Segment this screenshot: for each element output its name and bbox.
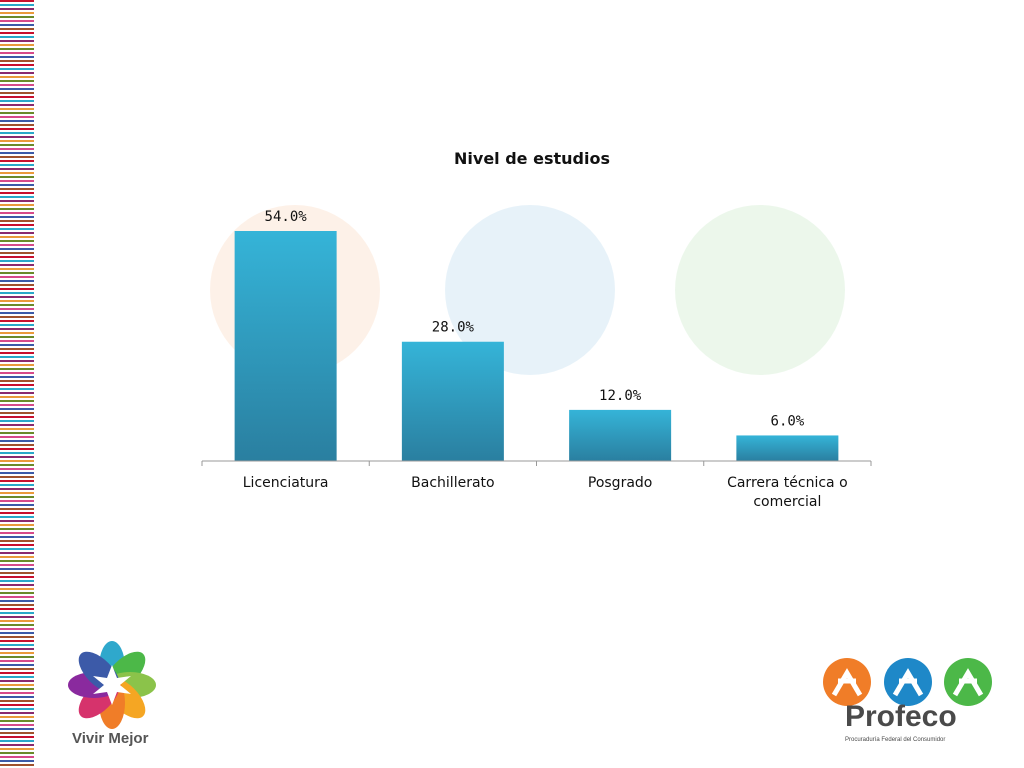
category-label: Posgrado <box>588 475 652 491</box>
category-label: Bachillerato <box>411 475 494 491</box>
chart-title: Nivel de estudios <box>454 149 610 168</box>
profeco-name: Profeco <box>845 700 957 733</box>
bars-layer <box>234 231 839 461</box>
bar-posgrado <box>569 409 672 461</box>
vivir-mejor-logo <box>68 641 156 729</box>
decorative-stripe-border <box>0 0 34 768</box>
bar-carrera-t-cnica-o-comercial <box>736 435 839 461</box>
data-label: 12.0% <box>599 388 642 404</box>
profeco-logo-figures <box>823 658 992 706</box>
category-label: Carrera técnica o <box>727 475 848 491</box>
data-label: 54.0% <box>265 209 308 225</box>
vivir-mejor-text: Vivir Mejor <box>72 730 149 747</box>
labels-layer: 54.0% Licenciatura 28.0% Bachillerato 12.0% P… <box>243 209 848 510</box>
bar-licenciatura <box>234 231 337 461</box>
bar-bachillerato <box>401 341 504 461</box>
data-label: 6.0% <box>771 413 805 429</box>
data-label: 28.0% <box>432 320 475 336</box>
category-label: Licenciatura <box>243 475 329 491</box>
profeco-subtitle: Procuraduría Federal del Consumidor <box>845 737 946 743</box>
category-label: comercial <box>753 494 821 510</box>
x-axis-ticks <box>201 461 872 466</box>
